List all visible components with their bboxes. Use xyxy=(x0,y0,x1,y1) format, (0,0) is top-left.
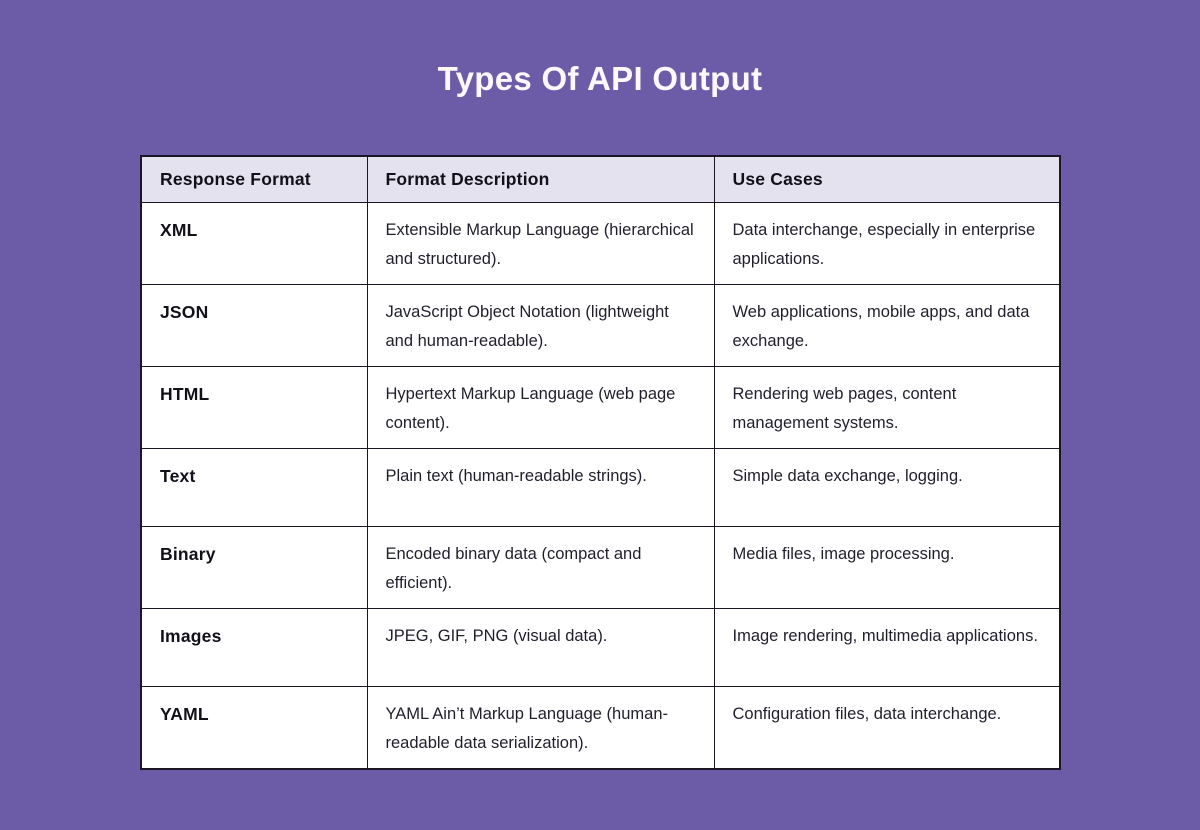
header-response-format: Response Format xyxy=(140,155,368,203)
format-cell: Text xyxy=(140,447,368,527)
description-cell: YAML Ain’t Markup Language (human-readab… xyxy=(366,685,715,769)
format-cell: Binary xyxy=(140,525,368,609)
header-row: Response Format Format Description Use C… xyxy=(140,155,1061,203)
table-row-yaml: YAML YAML Ain’t Markup Language (human-r… xyxy=(140,685,1061,769)
description-cell: Extensible Markup Language (hierarchical… xyxy=(366,201,715,285)
header-use-cases: Use Cases xyxy=(713,155,1061,203)
description-cell: Encoded binary data (compact and efficie… xyxy=(366,525,715,609)
use-cases-cell: Media files, image processing. xyxy=(713,525,1061,609)
page-title: Types Of API Output xyxy=(437,60,763,97)
format-cell: HTML xyxy=(140,365,368,449)
description-cell: JPEG, GIF, PNG (visual data). xyxy=(366,607,715,687)
table-row-html: HTML Hypertext Markup Language (web page… xyxy=(140,365,1061,449)
table-row-xml: XML Extensible Markup Language (hierarch… xyxy=(140,201,1061,285)
api-output-table: Response Format Format Description Use C… xyxy=(140,155,1061,770)
table-row-json: JSON JavaScript Object Notation (lightwe… xyxy=(140,283,1061,367)
use-cases-cell: Rendering web pages, content management … xyxy=(713,365,1061,449)
table-row-images: Images JPEG, GIF, PNG (visual data). Ima… xyxy=(140,607,1061,687)
use-cases-cell: Web applications, mobile apps, and data … xyxy=(713,283,1061,367)
table-row-text: Text Plain text (human-readable strings)… xyxy=(140,447,1061,527)
description-cell: JavaScript Object Notation (lightweight … xyxy=(366,283,715,367)
description-cell: Plain text (human-readable strings). xyxy=(366,447,715,527)
table-row-binary: Binary Encoded binary data (compact and … xyxy=(140,525,1061,609)
use-cases-cell: Data interchange, especially in enterpri… xyxy=(713,201,1061,285)
format-cell: XML xyxy=(140,201,368,285)
api-output-table-container: Response Format Format Description Use C… xyxy=(140,155,1061,770)
format-cell: Images xyxy=(140,607,368,687)
format-cell: JSON xyxy=(140,283,368,367)
use-cases-cell: Configuration files, data interchange. xyxy=(713,685,1061,769)
format-cell: YAML xyxy=(140,685,368,769)
description-cell: Hypertext Markup Language (web page cont… xyxy=(366,365,715,449)
use-cases-cell: Simple data exchange, logging. xyxy=(713,447,1061,527)
use-cases-cell: Image rendering, multimedia applications… xyxy=(713,607,1061,687)
header-format-description: Format Description xyxy=(366,155,715,203)
